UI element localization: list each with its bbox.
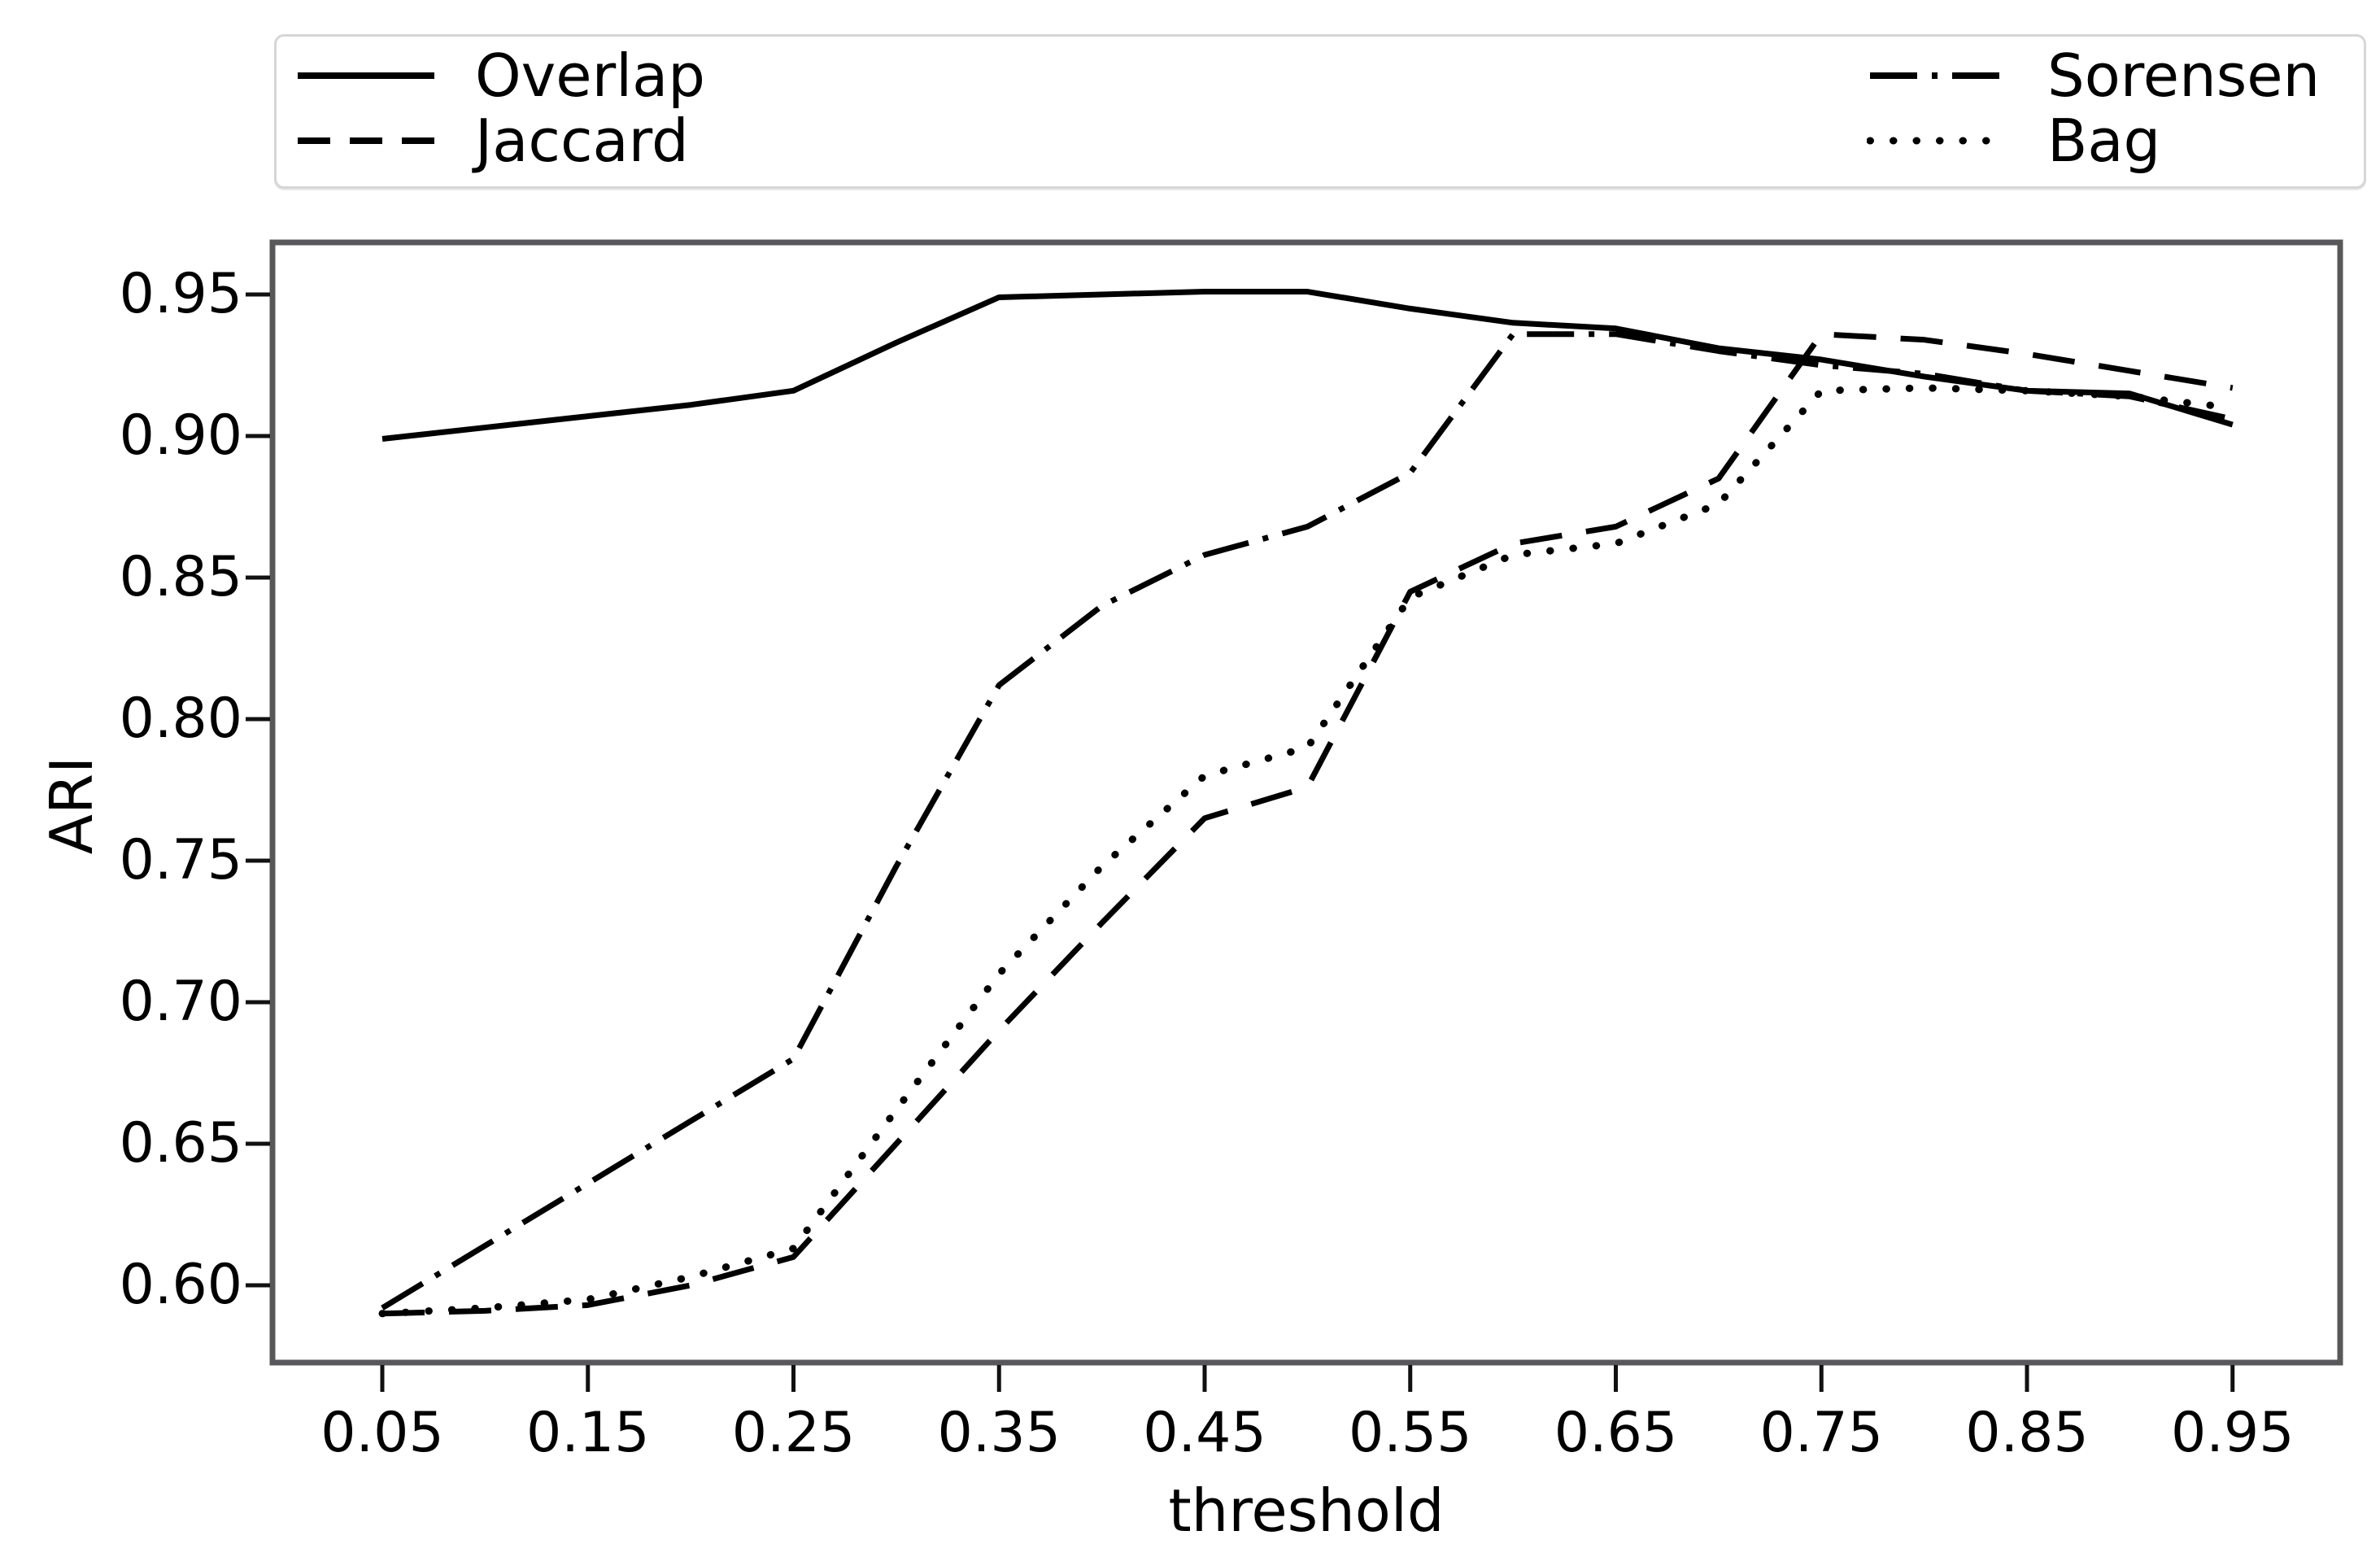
x-tick-label: 0.05 — [320, 1401, 444, 1465]
legend-label: Overlap — [475, 41, 706, 110]
x-tick-label: 0.25 — [731, 1401, 856, 1465]
x-axis-label: threshold — [1168, 1476, 1445, 1545]
legend-label: Bag — [2047, 107, 2161, 175]
legend-item-jaccard: Jaccard — [294, 108, 689, 173]
y-tick-label: 0.65 — [119, 1111, 242, 1175]
legend-item-bag: Bag — [1867, 108, 2160, 173]
solid-line-icon — [298, 72, 434, 79]
legend: Overlap Jaccard Sorensen Bag — [274, 34, 2366, 189]
y-tick-label: 0.75 — [119, 828, 242, 892]
x-tick-label: 0.65 — [1554, 1401, 1678, 1465]
y-tick-label: 0.90 — [119, 403, 242, 468]
dotted-line-icon — [1867, 137, 2010, 145]
y-tick-label: 0.80 — [119, 687, 242, 751]
y-tick-label: 0.95 — [119, 262, 242, 326]
y-tick-label: 0.60 — [119, 1253, 242, 1317]
x-tick-label: 0.45 — [1143, 1401, 1266, 1465]
plot-frame — [269, 239, 2343, 1366]
series-line-sorensen — [381, 331, 2234, 1311]
legend-label: Jaccard — [475, 107, 689, 175]
dashdot-line-icon — [1870, 72, 2007, 79]
series-line-overlap — [381, 289, 2234, 442]
dashed-line-icon — [298, 137, 434, 144]
x-tick-label: 0.85 — [1965, 1401, 2089, 1465]
series-line-jaccard — [381, 331, 2234, 1317]
x-tick-label: 0.15 — [526, 1401, 650, 1465]
legend-item-sorensen: Sorensen — [1867, 43, 2320, 108]
x-tick-label: 0.35 — [937, 1401, 1061, 1465]
y-tick-label: 0.70 — [119, 970, 242, 1034]
x-tick-label: 0.55 — [1349, 1401, 1472, 1465]
legend-item-overlap: Overlap — [294, 43, 705, 108]
x-tick-label: 0.95 — [2171, 1401, 2295, 1465]
y-tick-label: 0.85 — [119, 545, 242, 609]
x-tick-label: 0.75 — [1759, 1401, 1883, 1465]
legend-label: Sorensen — [2047, 41, 2321, 110]
